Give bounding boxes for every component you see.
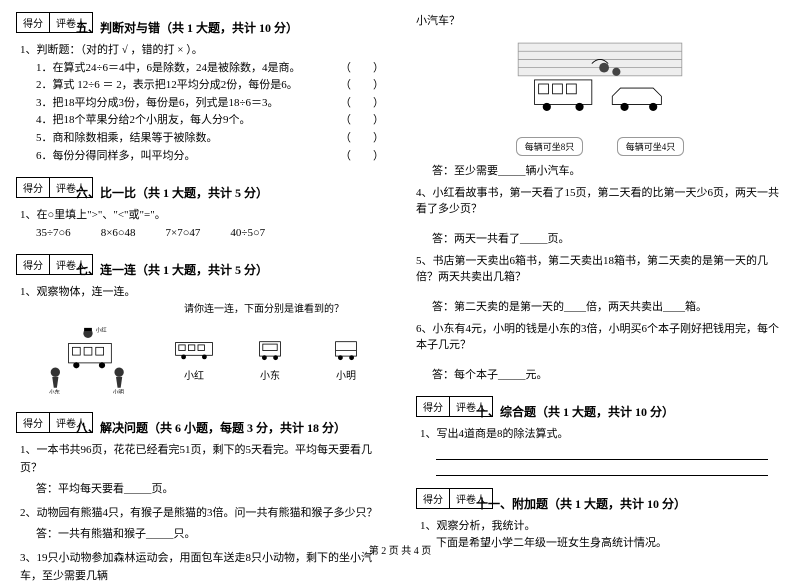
q8-6: 6、小东有4元，小明的钱是小东的3倍，小明买6个本子刚好把钱用完，每个本子几元？ bbox=[416, 320, 784, 352]
section-8-title: 八、解决问题（共 6 小题，每题 3 分，共计 18 分） bbox=[76, 419, 384, 436]
judge-item: 4．把18个苹果分给2个小朋友，每人分9个。（ ） bbox=[36, 112, 384, 130]
compare-item: 40÷5○7 bbox=[230, 225, 265, 243]
q8-3-cont: 小汽车？ bbox=[416, 12, 784, 28]
q8-1: 1、一本书共96页，花花已经看完51页，剩下的5天看完。平均每天要看几页？ bbox=[20, 442, 384, 477]
caption-row: 每辆可坐8只 每辆可坐4只 bbox=[416, 137, 784, 156]
judge-item: 5．商和除数相乘，结果等于被除数。（ ） bbox=[36, 130, 384, 148]
connect-intro: 1、观察物体，连一连。 bbox=[20, 284, 384, 302]
page-footer: 第 2 页 共 4 页 bbox=[0, 542, 800, 557]
judge-item: 6．每份分得同样多，叫平均分。（ ） bbox=[36, 148, 384, 166]
name-label: 小红 bbox=[174, 369, 214, 385]
bus-view-2: 小东 bbox=[250, 338, 290, 385]
judge-item: 1．在算式24÷6＝4中，6是除数，24是被除数，4是商。（ ） bbox=[36, 60, 384, 78]
connect-caption: 请你连一连，下面分别是谁看到的？ bbox=[20, 302, 344, 318]
q8-4: 4、小红看故事书，第一天看了15页，第二天看的比第一天少6页，两天一共看了多少页… bbox=[416, 184, 784, 216]
section-10-content: 1、写出4道商是8的除法算式。 bbox=[420, 426, 784, 476]
van-caption: 每辆可坐8只 bbox=[516, 137, 584, 156]
bus-front-icon bbox=[250, 338, 290, 363]
figure-row: 小红 小东 小明 小红 bbox=[20, 324, 384, 400]
left-column: 得分 评卷人 五、判断对与错（共 1 大题，共计 10 分） 1、判断题：（对的… bbox=[0, 0, 400, 565]
section-5-content: 1、判断题：（对的打 √ ，错的打 × ）。 1．在算式24÷6＝4中，6是除数… bbox=[20, 42, 384, 165]
section-11-title: 十一、附加题（共 1 大题，共计 10 分） bbox=[476, 495, 784, 512]
q8-5: 5、书店第一天卖出6箱书，第二天卖出18箱书，第二天卖的是第一天的几倍？两天共卖… bbox=[416, 252, 784, 284]
score-label: 得分 bbox=[416, 396, 449, 417]
svg-text:小东: 小东 bbox=[49, 388, 60, 394]
a8-6: 答：每个本子_____元。 bbox=[432, 366, 784, 382]
vehicle-figure: 每辆可坐8只 每辆可坐4只 bbox=[416, 34, 784, 156]
compare-item: 7×7○47 bbox=[166, 225, 201, 243]
score-label: 得分 bbox=[16, 254, 49, 275]
bus-view-1: 小红 bbox=[174, 338, 214, 385]
answer-blank bbox=[436, 448, 768, 460]
name-label: 小东 bbox=[250, 369, 290, 385]
a8-5: 答：第二天卖的是第一天的____倍，两天共卖出____箱。 bbox=[432, 298, 784, 314]
section-8-content: 1、一本书共96页，花花已经看完51页，剩下的5天看完。平均每天要看几页？ 答：… bbox=[20, 442, 384, 585]
q10-1: 1、写出4道商是8的除法算式。 bbox=[420, 426, 784, 444]
q11-1: 1、观察分析，我统计。 bbox=[420, 518, 784, 536]
section-5-title: 五、判断对与错（共 1 大题，共计 10 分） bbox=[76, 19, 384, 36]
score-label: 得分 bbox=[16, 177, 49, 198]
compare-item: 8×6○48 bbox=[101, 225, 136, 243]
observe-figure: 小红 小东 小明 bbox=[38, 324, 138, 400]
score-label: 得分 bbox=[416, 488, 449, 509]
bus-side-icon bbox=[174, 338, 214, 363]
q8-2: 2、动物园有熊猫4只，有猴子是熊猫的3倍。问一共有熊猫和猴子多少只？ bbox=[20, 505, 384, 523]
compare-item: 35÷7○6 bbox=[36, 225, 71, 243]
svg-text:小红: 小红 bbox=[96, 326, 107, 334]
kids-bus-icon: 小红 小东 小明 bbox=[38, 324, 138, 394]
score-label: 得分 bbox=[16, 412, 49, 433]
name-label: 小明 bbox=[326, 369, 366, 385]
judge-intro: 1、判断题：（对的打 √ ，错的打 × ）。 bbox=[20, 42, 384, 60]
compare-row: 35÷7○6 8×6○48 7×7○47 40÷5○7 bbox=[36, 225, 384, 243]
bus-view-3: 小明 bbox=[326, 338, 366, 385]
compare-intro: 1、在○里填上">"、"<"或"="。 bbox=[20, 207, 384, 225]
a8-4: 答：两天一共看了_____页。 bbox=[432, 230, 784, 246]
bus-back-icon bbox=[326, 338, 366, 363]
score-label: 得分 bbox=[16, 12, 49, 33]
section-6-title: 六、比一比（共 1 大题，共计 5 分） bbox=[76, 184, 384, 201]
a8-3: 答：至少需要_____辆小汽车。 bbox=[432, 162, 784, 178]
judge-item: 3．把18平均分成3份，每份是6，列式是18÷6＝3。（ ） bbox=[36, 95, 384, 113]
car-caption: 每辆可坐4只 bbox=[617, 137, 685, 156]
svg-text:小明: 小明 bbox=[113, 388, 124, 394]
section-10-title: 十、综合题（共 1 大题，共计 10 分） bbox=[476, 403, 784, 420]
judge-item: 2．算式 12÷6 ＝ 2，表示把12平均分成2份，每份是6。（ ） bbox=[36, 77, 384, 95]
right-column: 小汽车？ 每辆可坐8只 每辆可坐4只 答：至少需要_____辆小汽车。 4、小红… bbox=[400, 0, 800, 565]
section-6-content: 1、在○里填上">"、"<"或"="。 35÷7○6 8×6○48 7×7○47… bbox=[20, 207, 384, 242]
answer-blank bbox=[436, 464, 768, 476]
van-car-scene-icon bbox=[510, 34, 690, 134]
section-7-content: 1、观察物体，连一连。 请你连一连，下面分别是谁看到的？ 小红 小东 小明 bbox=[20, 284, 384, 400]
a8-1: 答：平均每天要看_____页。 bbox=[36, 481, 384, 499]
section-7-title: 七、连一连（共 1 大题，共计 5 分） bbox=[76, 261, 384, 278]
